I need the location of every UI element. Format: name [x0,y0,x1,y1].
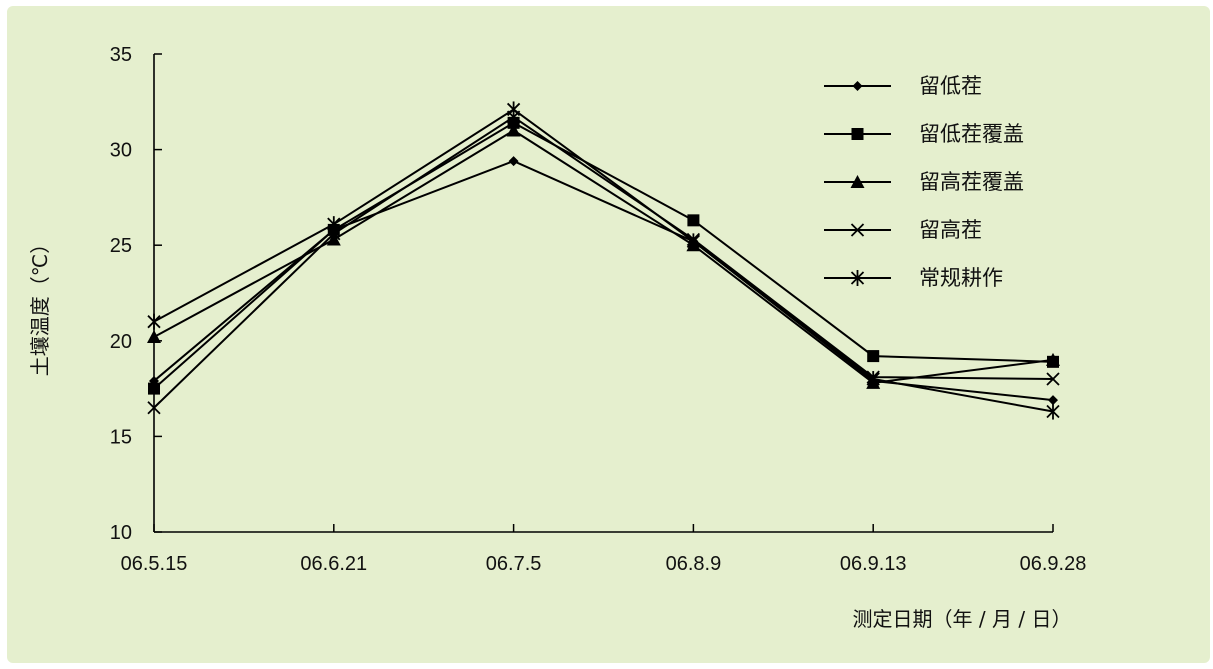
data-point [1046,403,1060,420]
legend-label: 留低茬 [919,74,982,98]
x-tick-label: 06.8.9 [666,553,722,575]
y-tick-label: 35 [110,44,132,66]
data-point [148,382,160,395]
y-tick-label: 20 [110,331,132,353]
y-tick-label: 25 [110,235,132,257]
y-tick-label: 30 [110,140,132,162]
data-point [506,123,521,137]
x-tick-label: 06.5.15 [121,553,188,575]
data-point [687,214,700,227]
data-point [867,350,880,363]
legend-item: 留高茬 [824,218,982,242]
data-point [506,101,521,118]
x-tick-label: 06.9.13 [840,553,907,575]
data-point [1046,372,1060,386]
legend-item: 留高茬覆盖 [824,170,1024,194]
data-point [508,156,519,167]
data-point [1046,352,1060,366]
legend-item: 常规耕作 [824,266,1003,290]
data-point [866,371,880,388]
axes: 10 15 20 25 30 35 06.5.15 06.6.21 06.7.5 06.8.9 06… [110,44,1087,575]
legend-item: 留低茬 [824,74,982,98]
legend-marker [850,175,865,188]
data-point [326,232,341,246]
chart-background [7,6,1210,663]
data-point [147,329,161,343]
chart-panel: 10 15 20 25 30 35 06.5.15 06.6.21 06.7.5 06.8.9 06… [7,6,1210,663]
x-tick-label: 06.9.28 [1020,553,1087,575]
data-point [327,216,341,233]
legend-marker [852,81,863,91]
y-axis-title: 土壤温度（℃） [28,234,52,376]
legend-label: 留高茬覆盖 [919,170,1024,194]
legend-marker [851,128,864,140]
data-point [686,233,701,250]
data-point [327,227,341,241]
legend-marker [850,223,865,237]
x-axis-title: 测定日期（年 / 月 / 日） [853,607,1072,631]
legend-label: 留高茬 [919,218,982,242]
series-line [153,115,1054,409]
x-tick-label: 06.6.21 [300,553,367,575]
line-chart: 10 15 20 25 30 35 06.5.15 06.6.21 06.7.5 06.8.9 06… [7,6,1210,663]
series-layer [147,101,1060,420]
legend-marker [850,270,865,286]
legend-label: 留低茬覆盖 [919,122,1024,146]
series-line [153,129,1054,384]
y-tick-label: 15 [110,426,132,448]
data-point [147,313,161,330]
y-tick-label: 10 [110,522,132,544]
data-point [507,116,520,129]
series-line [153,108,1054,413]
data-point [147,401,161,415]
legend-label: 常规耕作 [919,266,1003,290]
data-point [1048,395,1058,406]
legend-item: 留低茬覆盖 [824,122,1024,146]
series-5 [147,101,1060,420]
x-tick-label: 06.7.5 [486,553,542,575]
